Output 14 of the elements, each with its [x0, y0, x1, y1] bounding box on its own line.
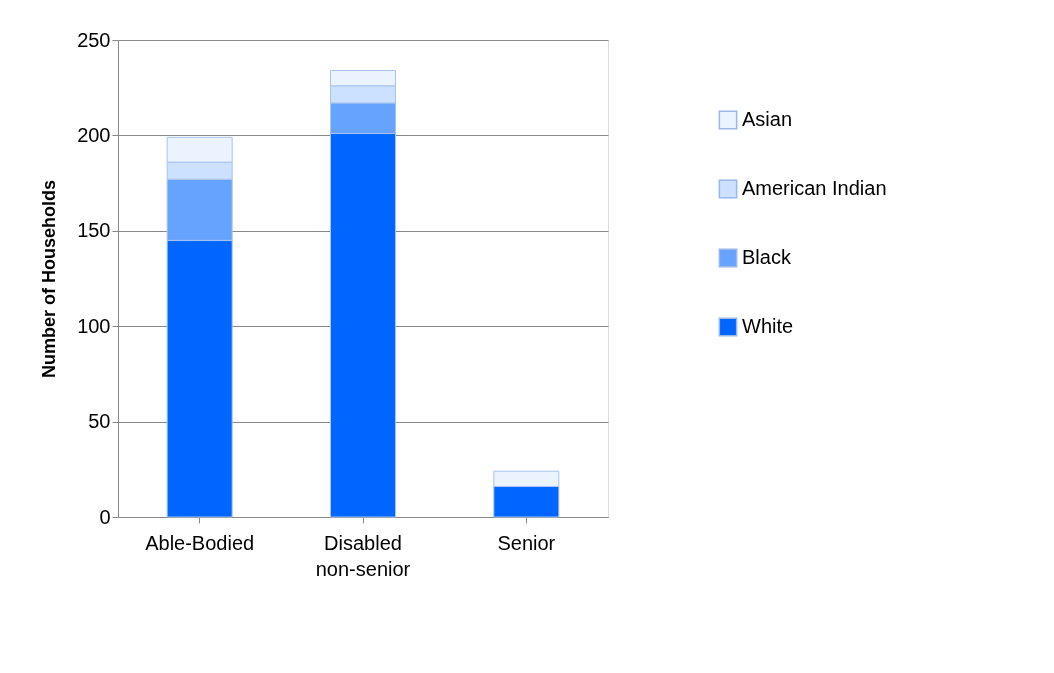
- x-tick-label: Senior: [497, 531, 556, 554]
- y-tick-label: 150: [77, 219, 111, 242]
- legend-label: Black: [742, 246, 792, 268]
- y-tick-label: 50: [88, 410, 111, 433]
- legend-label: Asian: [742, 108, 793, 130]
- x-tick-label: Disabled non-senior: [315, 531, 411, 580]
- legend-label: White: [742, 315, 794, 337]
- y-axis-title: Number of Households: [39, 179, 60, 379]
- y-tick-label: 250: [77, 28, 111, 51]
- legend-label: American Indian: [742, 177, 887, 199]
- y-tick-label: 100: [77, 314, 111, 337]
- y-tick-label: 200: [77, 123, 111, 146]
- y-tick-label: 0: [99, 505, 111, 528]
- x-tick-label: Able-Bodied: [145, 531, 255, 554]
